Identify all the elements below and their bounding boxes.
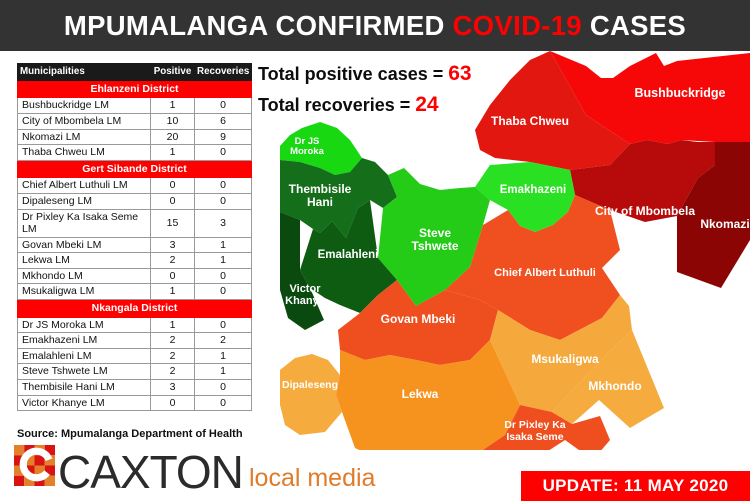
svg-text:Emakhazeni: Emakhazeni [500,184,566,196]
svg-text:Bushbuckridge: Bushbuckridge [635,86,726,100]
svg-text:Emalahleni: Emalahleni [318,249,379,261]
svg-text:City of Mbombela: City of Mbombela [595,204,695,218]
svg-text:Tshwete: Tshwete [411,239,458,253]
svg-text:Isaka Seme: Isaka Seme [506,431,563,443]
svg-text:Govan Mbeki: Govan Mbeki [381,312,456,326]
svg-text:Msukaligwa: Msukaligwa [531,352,599,366]
svg-text:Thaba Chweu: Thaba Chweu [491,114,569,128]
svg-text:Mkhondo: Mkhondo [588,379,641,393]
svg-text:Victor: Victor [290,283,322,295]
svg-text:Steve: Steve [419,226,451,240]
svg-text:Thembisile: Thembisile [289,182,352,196]
svg-text:Nkomazi: Nkomazi [700,217,749,231]
svg-text:Moroka: Moroka [290,146,325,157]
svg-text:Dipaleseng: Dipaleseng [282,379,338,391]
svg-text:Hani: Hani [307,195,333,209]
svg-text:Dr Pixley Ka: Dr Pixley Ka [504,419,565,431]
svg-text:Khanye: Khanye [285,295,325,307]
svg-text:Chief Albert Luthuli: Chief Albert Luthuli [494,267,596,279]
svg-text:Lekwa: Lekwa [402,387,439,401]
